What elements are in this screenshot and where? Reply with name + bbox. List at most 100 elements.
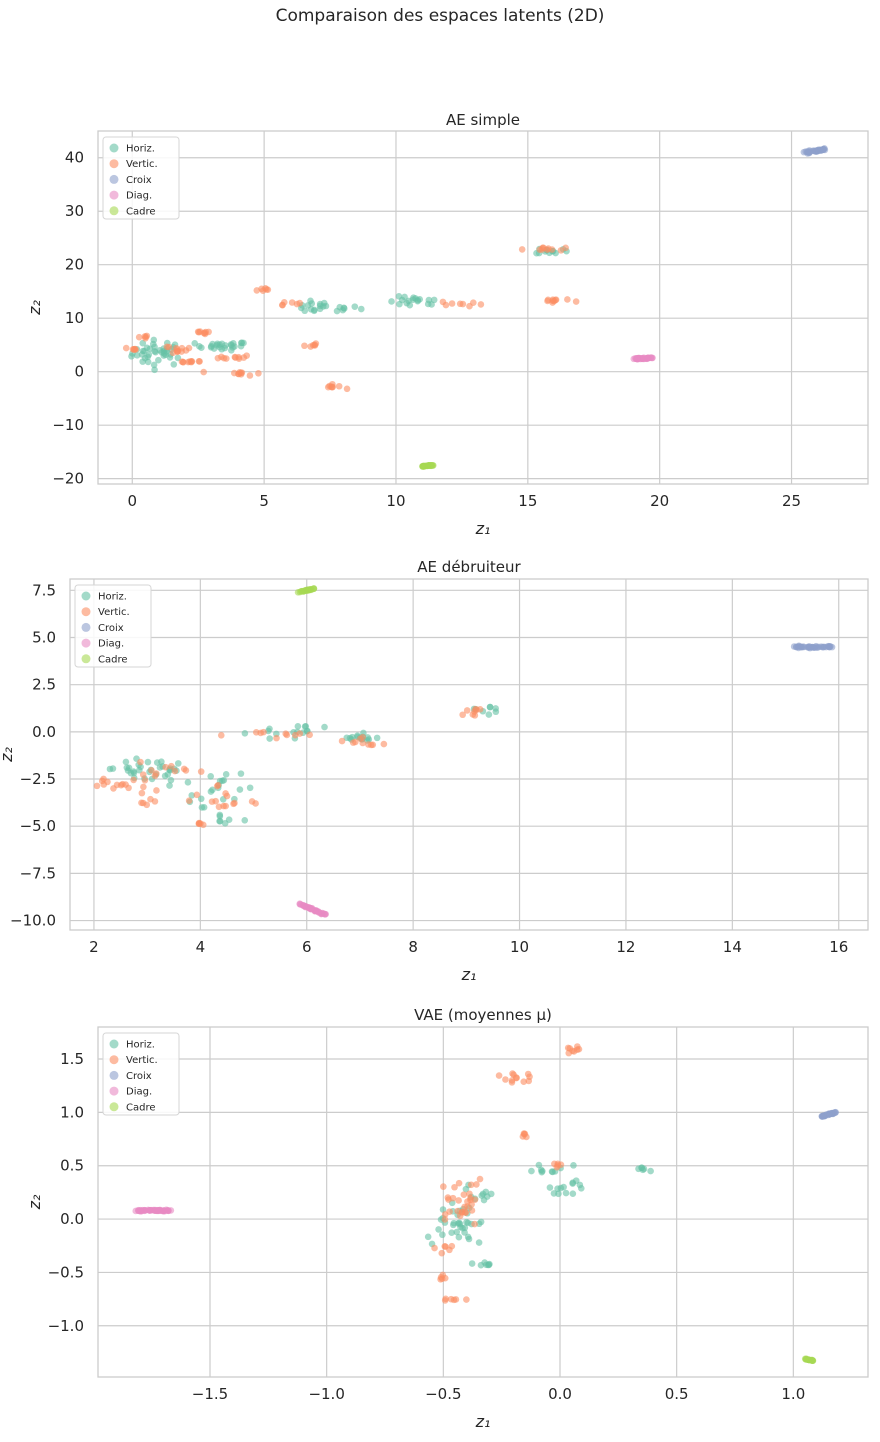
point-vertic xyxy=(441,1297,449,1304)
point-vertic xyxy=(448,300,456,307)
point-horiz xyxy=(464,1219,472,1227)
point-vertic xyxy=(459,711,466,719)
x-tick-label: −0.5 xyxy=(425,1385,461,1403)
point-horiz xyxy=(425,296,433,304)
point-diag xyxy=(649,354,656,362)
point-vertic xyxy=(538,246,546,253)
point-horiz xyxy=(170,361,178,368)
point-vertic xyxy=(557,247,565,254)
legend-label: Croix xyxy=(126,1071,152,1082)
point-vertic xyxy=(273,734,280,742)
point-vertic xyxy=(197,768,205,775)
point-horiz xyxy=(198,804,206,811)
point-diag xyxy=(155,1207,162,1215)
legend-marker xyxy=(109,174,119,184)
point-horiz xyxy=(184,779,192,786)
point-horiz xyxy=(236,786,244,793)
point-horiz xyxy=(450,1219,458,1227)
point-horiz xyxy=(237,342,245,350)
point-vertic xyxy=(148,767,155,774)
point-vertic xyxy=(217,732,225,739)
point-vertic xyxy=(549,299,556,306)
point-vertic xyxy=(444,1194,452,1201)
legend-marker xyxy=(81,638,91,648)
x-tick-label: −1.5 xyxy=(192,1385,228,1403)
point-vertic xyxy=(185,344,193,352)
point-horiz xyxy=(357,305,365,313)
point-vertic xyxy=(243,352,250,359)
point-horiz xyxy=(492,705,500,712)
legend-label: Horiz. xyxy=(126,144,155,155)
point-croix xyxy=(818,1113,826,1120)
point-vertic xyxy=(441,1216,449,1223)
point-vertic xyxy=(572,298,580,305)
x-tick-label: 2 xyxy=(89,938,99,956)
point-horiz xyxy=(151,366,158,374)
point-vertic xyxy=(262,285,269,292)
legend-marker xyxy=(109,1086,119,1096)
point-vertic xyxy=(135,333,143,341)
legend-marker xyxy=(81,622,91,632)
point-vertic xyxy=(182,767,190,774)
legend: Horiz. Vertic. Croix Diag. Cadre xyxy=(102,136,180,220)
point-croix xyxy=(790,643,798,650)
legend-marker xyxy=(109,143,119,153)
x-axis-label: z₁ xyxy=(475,519,491,538)
point-horiz xyxy=(528,1167,535,1175)
legend-label: Diag. xyxy=(126,191,152,202)
point-vertic xyxy=(283,731,291,739)
legend-label: Diag. xyxy=(98,639,124,650)
y-tick-label: 0 xyxy=(74,363,84,381)
axes-frame xyxy=(69,578,869,931)
point-vertic xyxy=(122,344,130,352)
point-vertic xyxy=(464,1203,471,1210)
legend-box xyxy=(102,136,180,220)
point-horiz xyxy=(162,351,169,359)
point-horiz xyxy=(424,1233,432,1241)
y-tick-label: 1.5 xyxy=(60,1050,84,1068)
x-tick-label: 15 xyxy=(518,492,537,510)
point-horiz xyxy=(485,711,493,718)
point-horiz xyxy=(439,1206,447,1213)
point-vertic xyxy=(455,1197,462,1204)
y-tick-label: 0.5 xyxy=(60,1157,84,1175)
legend-label: Cadre xyxy=(98,654,128,665)
x-tick-label: 4 xyxy=(196,938,206,956)
scatter-points xyxy=(122,145,829,470)
point-horiz xyxy=(198,344,205,351)
point-vertic xyxy=(359,733,367,741)
point-vertic xyxy=(130,776,137,784)
x-tick-label: 14 xyxy=(723,938,742,956)
point-horiz xyxy=(477,1261,485,1269)
point-horiz xyxy=(487,1190,495,1198)
legend-marker xyxy=(109,159,119,169)
point-vertic xyxy=(238,369,246,376)
point-vertic xyxy=(152,770,160,777)
point-horiz xyxy=(221,820,229,827)
y-tick-label: 0.0 xyxy=(60,1210,84,1228)
point-vertic xyxy=(452,1296,460,1303)
x-tick-label: 0.5 xyxy=(665,1385,689,1403)
point-vertic xyxy=(193,791,201,799)
point-horiz xyxy=(562,1189,570,1197)
point-horiz xyxy=(222,342,229,349)
x-tick-label: −1.0 xyxy=(308,1385,344,1403)
point-horiz xyxy=(294,723,302,730)
figure-title: Comparaison des espaces latents (2D) xyxy=(275,6,605,26)
point-horiz xyxy=(188,792,196,799)
point-croix xyxy=(805,149,813,157)
point-vertic xyxy=(196,358,203,365)
legend-marker xyxy=(109,206,119,216)
point-horiz xyxy=(570,1162,577,1169)
y-axis-label: z₂ xyxy=(25,1194,44,1210)
point-croix xyxy=(819,643,826,651)
y-tick-label: −7.5 xyxy=(20,864,56,882)
x-tick-label: 6 xyxy=(302,938,312,956)
point-cadre xyxy=(310,585,318,592)
point-horiz xyxy=(448,1229,455,1236)
point-horiz xyxy=(321,723,328,731)
point-vertic xyxy=(477,301,485,308)
point-horiz xyxy=(647,1167,654,1175)
point-vertic xyxy=(141,333,149,340)
point-vertic xyxy=(463,707,471,714)
